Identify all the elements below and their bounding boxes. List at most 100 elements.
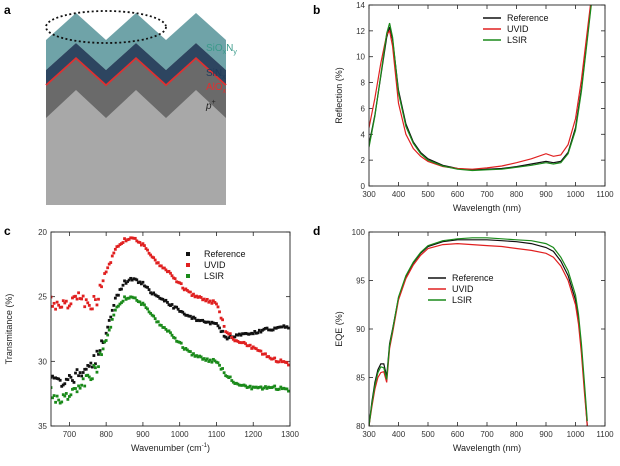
data-point-uvid bbox=[81, 294, 85, 298]
data-point-reference bbox=[196, 318, 200, 322]
data-point-reference bbox=[262, 327, 266, 331]
data-point-reference bbox=[213, 322, 217, 325]
data-point-lsir bbox=[245, 386, 249, 389]
data-point-reference bbox=[162, 299, 166, 303]
data-point-uvid bbox=[106, 266, 110, 270]
data-point-reference bbox=[178, 310, 182, 313]
data-point-reference bbox=[156, 295, 160, 298]
data-point-reference bbox=[265, 326, 269, 330]
data-point-uvid bbox=[97, 297, 100, 301]
data-point-reference bbox=[159, 297, 163, 301]
data-point-reference bbox=[264, 327, 267, 330]
data-point-uvid bbox=[110, 254, 114, 258]
data-point-reference bbox=[170, 303, 174, 306]
data-point-uvid bbox=[280, 360, 284, 364]
y-axis-label: Transmitance (%) bbox=[4, 294, 14, 365]
data-point-lsir bbox=[265, 387, 269, 390]
data-point-lsir bbox=[259, 385, 263, 389]
data-point-reference bbox=[284, 325, 287, 329]
data-point-lsir bbox=[69, 393, 73, 397]
legend-swatch bbox=[186, 252, 190, 256]
data-point-uvid bbox=[238, 341, 241, 344]
data-point-lsir bbox=[78, 386, 82, 390]
data-point-uvid bbox=[109, 261, 113, 264]
data-point-lsir bbox=[218, 363, 221, 367]
data-point-uvid bbox=[195, 294, 198, 298]
data-point-lsir bbox=[136, 300, 140, 304]
data-point-uvid bbox=[276, 360, 280, 364]
data-point-lsir bbox=[198, 354, 202, 358]
data-point-lsir bbox=[146, 307, 149, 311]
data-point-reference bbox=[164, 298, 168, 302]
x-tick-label: 700 bbox=[480, 430, 494, 439]
data-point-lsir bbox=[66, 398, 70, 401]
data-point-uvid bbox=[201, 298, 205, 302]
data-point-lsir bbox=[178, 340, 182, 344]
x-tick-label: 1100 bbox=[596, 430, 614, 439]
data-point-uvid bbox=[161, 266, 165, 270]
data-point-lsir bbox=[195, 354, 198, 357]
data-point-uvid bbox=[282, 360, 286, 363]
data-point-uvid bbox=[83, 305, 87, 309]
data-point-uvid bbox=[143, 244, 146, 247]
data-point-reference bbox=[179, 310, 183, 313]
data-point-uvid bbox=[138, 241, 142, 244]
data-point-reference bbox=[144, 285, 148, 289]
plot-frame bbox=[368, 4, 606, 187]
x-tick-label: 800 bbox=[510, 190, 524, 199]
data-point-uvid bbox=[147, 251, 151, 255]
data-point-lsir bbox=[135, 298, 139, 302]
data-point-lsir bbox=[80, 383, 84, 387]
data-point-uvid bbox=[164, 268, 168, 272]
data-point-reference bbox=[257, 328, 261, 332]
data-point-lsir bbox=[101, 347, 105, 351]
data-point-lsir bbox=[123, 295, 126, 299]
y-tick-label: 90 bbox=[356, 325, 365, 334]
data-point-reference bbox=[57, 377, 61, 381]
data-point-uvid bbox=[77, 291, 80, 295]
data-point-uvid bbox=[222, 324, 226, 328]
data-point-reference bbox=[67, 374, 71, 377]
data-point-reference bbox=[187, 314, 191, 318]
data-point-reference bbox=[219, 330, 223, 334]
series-line-lsir bbox=[369, 5, 592, 172]
data-point-uvid bbox=[89, 307, 93, 311]
data-point-reference bbox=[98, 349, 102, 352]
data-point-uvid bbox=[176, 280, 180, 284]
series-line-lsir bbox=[369, 237, 588, 426]
y-tick-label: 25 bbox=[38, 293, 47, 302]
y-tick-label: 0 bbox=[361, 182, 366, 191]
panel-d-letter: d bbox=[313, 224, 320, 238]
x-tick-label: 1000 bbox=[567, 430, 585, 439]
data-point-lsir bbox=[54, 400, 57, 404]
data-point-reference bbox=[101, 341, 105, 344]
data-point-lsir bbox=[95, 370, 99, 374]
data-point-lsir bbox=[90, 377, 94, 381]
data-point-reference bbox=[193, 316, 197, 320]
y-tick-label: 95 bbox=[356, 277, 365, 286]
data-point-reference bbox=[184, 313, 188, 317]
x-tick-label: 300 bbox=[362, 430, 376, 439]
data-point-reference bbox=[270, 328, 274, 332]
data-point-uvid bbox=[64, 299, 68, 303]
legend-label: UVID bbox=[507, 24, 529, 34]
data-point-lsir bbox=[112, 313, 116, 317]
data-point-lsir bbox=[238, 383, 241, 387]
data-point-reference bbox=[236, 333, 240, 337]
data-point-reference bbox=[205, 320, 209, 324]
data-point-uvid bbox=[239, 341, 243, 345]
data-point-uvid bbox=[130, 236, 134, 240]
data-point-lsir bbox=[287, 389, 290, 393]
sinx-layer bbox=[46, 43, 226, 84]
data-point-reference bbox=[158, 296, 162, 300]
data-point-uvid bbox=[123, 237, 126, 241]
data-point-uvid bbox=[256, 348, 260, 352]
data-point-uvid bbox=[84, 298, 88, 302]
data-point-reference bbox=[123, 279, 126, 283]
data-point-lsir bbox=[52, 394, 56, 397]
data-point-lsir bbox=[230, 379, 234, 382]
data-point-reference bbox=[273, 326, 277, 330]
x-tick-label: 1000 bbox=[171, 430, 189, 439]
data-point-reference bbox=[238, 332, 241, 336]
data-point-uvid bbox=[262, 352, 266, 356]
